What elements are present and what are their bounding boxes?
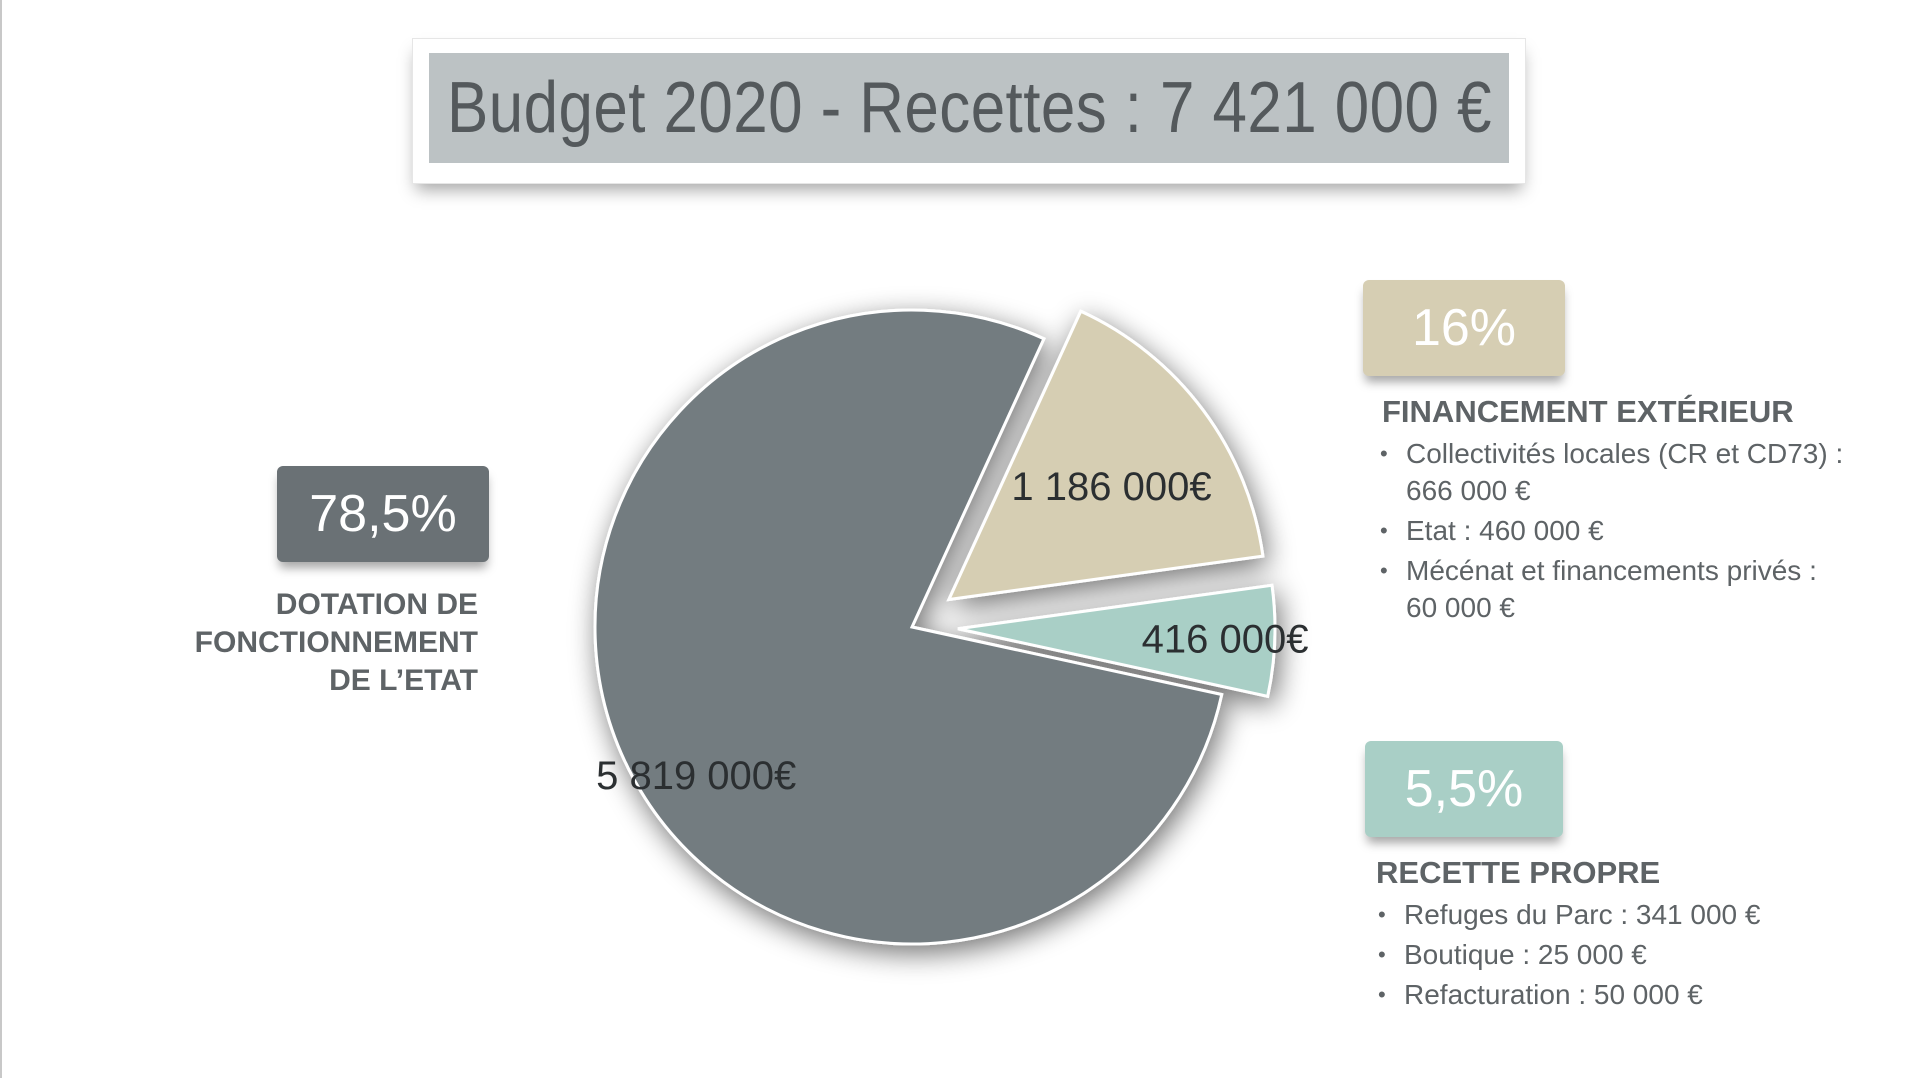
list-item: • Mécénat et financements privés : 60 00… [1380,552,1900,626]
slice-recette-value-label: 416 000€ [1142,617,1309,661]
bullet-icon: • [1380,558,1388,583]
slice-financement-value-label: 1 186 000€ [1011,465,1211,509]
list-item-line: 60 000 € [1406,592,1515,623]
list-item-line: 666 000 € [1406,475,1531,506]
slice-dotation-value-label: 5 819 000€ [596,754,796,798]
list-item-line: Refuges du Parc : 341 000 € [1404,899,1761,930]
slice-recette [957,583,1277,699]
list-item: • Etat : 460 000 € [1380,512,1900,549]
slice-financement [946,309,1265,602]
list-item-line: Collectivités locales (CR et CD73) : [1406,438,1844,469]
list-item: • Refuges du Parc : 341 000 € [1378,896,1838,933]
slice-dotation [593,308,1224,946]
list-item: • Refacturation : 50 000 € [1378,976,1838,1013]
recette-heading: RECETTE PROPRE [1376,855,1661,890]
bullet-icon: • [1378,902,1386,927]
dotation-heading-line: DE L’ETAT [329,664,478,697]
dotation-heading-line: DOTATION DE [275,588,478,621]
bullet-icon: • [1378,942,1386,967]
left-edge-rule [0,0,2,1078]
dotation-heading: DOTATION DE FONCTIONNEMENT DE L’ETAT [150,586,478,700]
list-item: • Collectivités locales (CR et CD73) : 6… [1380,435,1900,509]
dotation-heading-line: FONCTIONNEMENT [194,626,478,659]
chart-title: Budget 2020 - Recettes : 7 421 000 € [446,68,1492,148]
recette-percent-badge: 5,5% [1365,741,1563,837]
dotation-percent-badge: 78,5% [277,466,489,562]
list-item-line: Etat : 460 000 € [1406,515,1604,546]
title-banner: Budget 2020 - Recettes : 7 421 000 € [412,38,1526,184]
bullet-icon: • [1380,441,1388,466]
financement-percent-badge: 16% [1363,280,1565,376]
list-item-line: Refacturation : 50 000 € [1404,979,1703,1010]
list-item-line: Boutique : 25 000 € [1404,939,1647,970]
bullet-icon: • [1380,518,1388,543]
bullet-icon: • [1378,982,1386,1007]
list-item: • Boutique : 25 000 € [1378,936,1838,973]
title-inner: Budget 2020 - Recettes : 7 421 000 € [429,53,1509,163]
list-item-line: Mécénat et financements privés : [1406,555,1817,586]
financement-heading: FINANCEMENT EXTÉRIEUR [1382,394,1794,429]
financement-list: • Collectivités locales (CR et CD73) : 6… [1380,435,1900,629]
recette-list: • Refuges du Parc : 341 000 € • Boutique… [1378,896,1838,1016]
